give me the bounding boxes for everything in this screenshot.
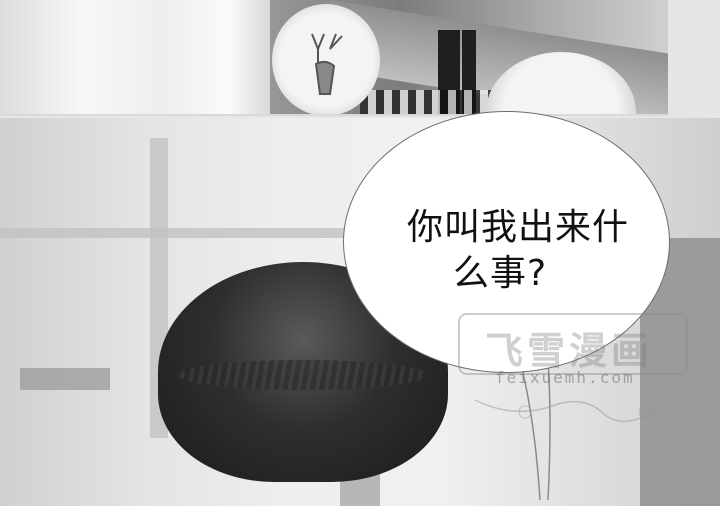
watermark-url: feixuemh.com: [495, 368, 635, 387]
hair-texture: [178, 360, 428, 390]
checkered-floor: [360, 90, 500, 114]
stool-deer-art: [272, 4, 380, 114]
window-frame: [0, 228, 360, 238]
deer-icon: [311, 33, 343, 95]
speech-bubble: [343, 111, 670, 373]
speech-line-1: 你叫我出来什: [406, 207, 629, 248]
watermark: 飞雪漫画 feixuemh.com: [455, 300, 710, 460]
top-panel: [0, 0, 668, 116]
watermark-frame-icon: [458, 313, 688, 423]
speech-text: 你叫我出来什 么事?: [383, 205, 653, 297]
speech-line-2: 么事?: [453, 253, 548, 294]
shelf: [20, 368, 110, 390]
curtain: [0, 0, 270, 114]
watermark-title: 飞雪漫画: [485, 329, 654, 373]
